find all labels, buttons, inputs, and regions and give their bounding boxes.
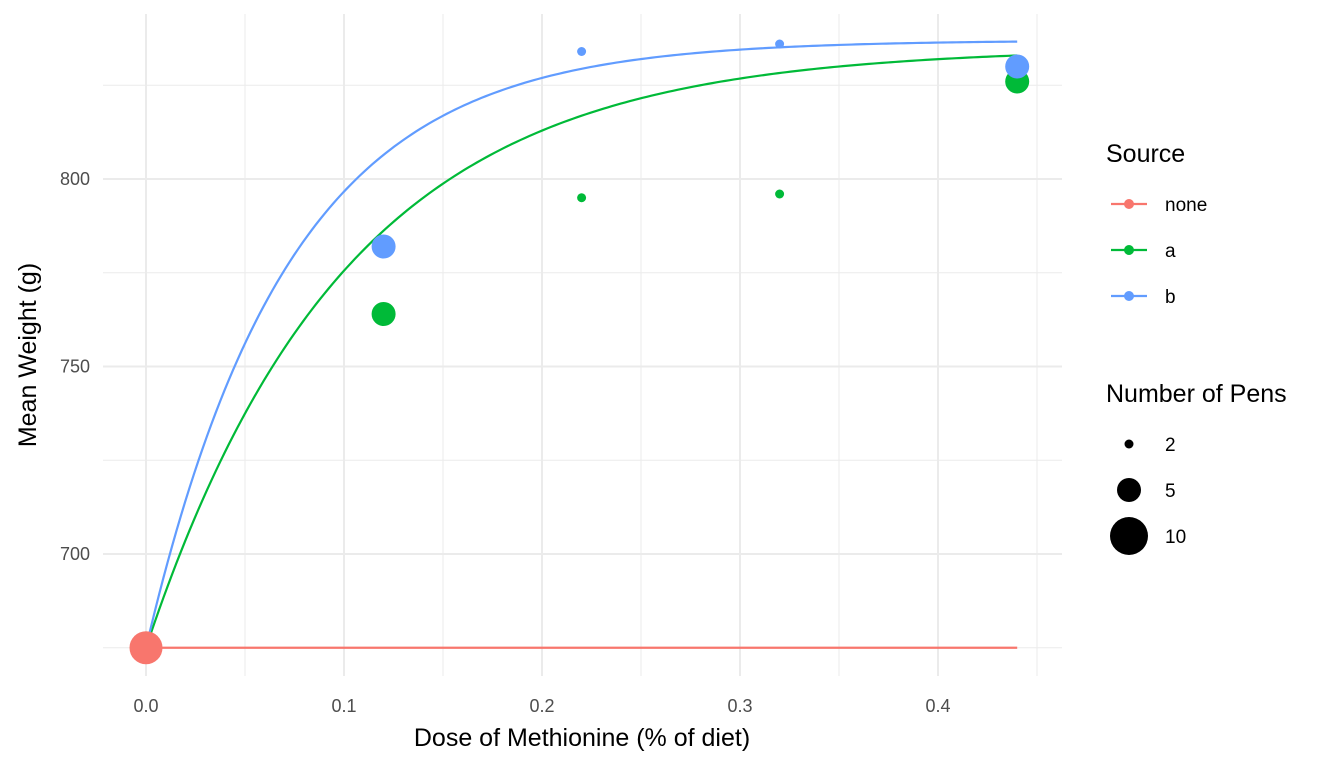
legend-size-key-10 [1110, 517, 1148, 555]
x-tick-label: 0.2 [529, 696, 554, 716]
x-tick-label: 0.4 [925, 696, 950, 716]
legend-source: Source none a b [1106, 140, 1207, 308]
x-tick-label: 0.1 [331, 696, 356, 716]
x-axis-title: Dose of Methionine (% of diet) [414, 724, 750, 752]
y-axis-title: Mean Weight (g) [14, 263, 42, 447]
grid-layer [103, 14, 1062, 676]
axis-layer: 0.0 0.1 0.2 0.3 0.4 700 750 800 [60, 169, 951, 716]
legend-size-key-2 [1124, 439, 1134, 449]
legend-key-dot-none [1124, 199, 1134, 209]
data-point-a [371, 302, 396, 326]
legend-pens: Number of Pens 2 5 10 [1106, 380, 1287, 555]
data-point-a [577, 193, 587, 203]
data-point-b [577, 47, 587, 56]
legend-pens-title: Number of Pens [1106, 380, 1287, 408]
legend-label-a: a [1165, 241, 1176, 262]
legend-label-none: none [1165, 195, 1207, 216]
y-tick-label: 700 [60, 544, 90, 564]
legend-size-key-5 [1117, 478, 1141, 502]
legend-size-label-5: 5 [1165, 481, 1176, 502]
data-point-a [775, 189, 785, 199]
legend-source-title: Source [1106, 140, 1185, 168]
legend-label-b: b [1165, 287, 1176, 308]
y-tick-label: 800 [60, 169, 90, 189]
legend-key-dot-a [1124, 245, 1134, 255]
x-tick-label: 0.3 [727, 696, 752, 716]
data-point-b [371, 234, 396, 259]
data-point-none [129, 631, 163, 665]
legend-key-dot-b [1124, 291, 1134, 301]
fit-line-a [144, 54, 1018, 649]
y-tick-label: 750 [60, 357, 90, 377]
curve-layer [144, 40, 1018, 649]
point-layer [129, 39, 1030, 665]
legend-size-label-2: 2 [1165, 435, 1176, 456]
x-tick-label: 0.0 [133, 696, 158, 716]
legend-size-label-10: 10 [1165, 527, 1186, 548]
data-point-b [775, 39, 785, 49]
fit-line-b [144, 40, 1018, 649]
data-point-b [1005, 54, 1030, 79]
